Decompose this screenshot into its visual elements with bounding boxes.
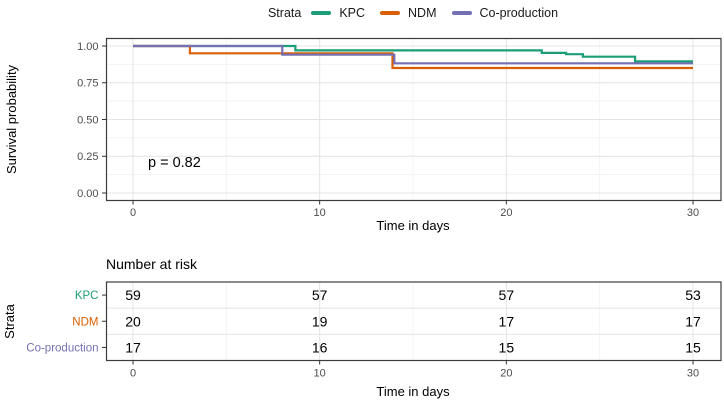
x-tick-label: 20 <box>500 207 512 219</box>
y-tick-label: 0.75 <box>77 78 98 90</box>
risk-value: 19 <box>312 313 328 329</box>
y-tick-label: 0.00 <box>77 188 98 200</box>
x-tick-label: 30 <box>687 368 699 380</box>
risk-row-label-ndm: NDM <box>72 316 98 328</box>
y-tick-label: 0.50 <box>77 114 98 126</box>
legend-key-line-icon <box>380 11 401 15</box>
risk-table-values: 59 57 57 53 20 19 17 17 17 16 15 15 <box>125 287 701 355</box>
risk-value: 17 <box>499 313 515 329</box>
risk-value: 15 <box>499 339 515 355</box>
risk-table-gridlines <box>106 282 721 361</box>
risk-x-axis-title: Time in days <box>376 384 450 399</box>
risk-value: 17 <box>685 313 701 329</box>
survival-curves <box>133 44 693 70</box>
legend: Strata KPC NDM Co-production <box>105 3 721 23</box>
x-tick-label: 30 <box>687 207 699 219</box>
x-tick-label: 10 <box>314 207 326 219</box>
risk-row-label-kpc: KPC <box>75 290 99 302</box>
risk-row-label-co-production: Co-production <box>26 342 98 354</box>
x-tick-label: 10 <box>314 368 326 380</box>
survival-axes: 0 10 20 30 0.00 0.25 0.50 0.75 1.00 <box>77 41 699 219</box>
legend-item-kpc: KPC <box>311 6 365 20</box>
y-tick-label: 0.25 <box>77 151 98 163</box>
risk-value: 57 <box>312 287 328 303</box>
legend-item-label: Co-production <box>479 6 559 20</box>
risk-value: 59 <box>125 287 141 303</box>
legend-items: KPC NDM Co-production <box>311 6 558 20</box>
risk-value: 15 <box>685 339 701 355</box>
legend-item-label: KPC <box>339 6 366 20</box>
survival-x-axis-title: Time in days <box>376 218 450 233</box>
survival-curve-co-production <box>133 44 693 65</box>
legend-key-line-icon <box>311 11 332 15</box>
survival-y-axis-title: Survival probability <box>4 64 19 174</box>
risk-table-panel-border <box>105 281 722 362</box>
x-tick-label: 0 <box>130 207 136 219</box>
legend-item-ndm: NDM <box>380 6 437 20</box>
y-tick-label: 1.00 <box>77 41 98 53</box>
risk-table-axes: KPC NDM Co-production 0 10 20 30 <box>26 290 699 379</box>
risk-value: 20 <box>125 313 141 329</box>
risk-table-title: Number at risk <box>106 256 198 272</box>
x-tick-label: 0 <box>130 368 136 380</box>
survival-plot: 0 10 20 30 0.00 0.25 0.50 0.75 1.00 Survival pro… <box>4 37 722 233</box>
legend-key-line-icon <box>451 11 472 15</box>
legend-item-label: NDM <box>408 6 437 20</box>
survival-curve-kpc <box>133 44 693 63</box>
legend-title: Strata <box>267 6 302 20</box>
risk-value: 57 <box>499 287 515 303</box>
risk-value: 53 <box>685 287 701 303</box>
legend-item-co-production: Co-production <box>451 6 559 20</box>
risk-value: 16 <box>312 339 328 355</box>
risk-y-axis-title: Strata <box>2 303 17 338</box>
risk-value: 17 <box>125 339 141 355</box>
x-tick-label: 20 <box>500 368 512 380</box>
pvalue-annotation: p = 0.82 <box>148 155 201 171</box>
